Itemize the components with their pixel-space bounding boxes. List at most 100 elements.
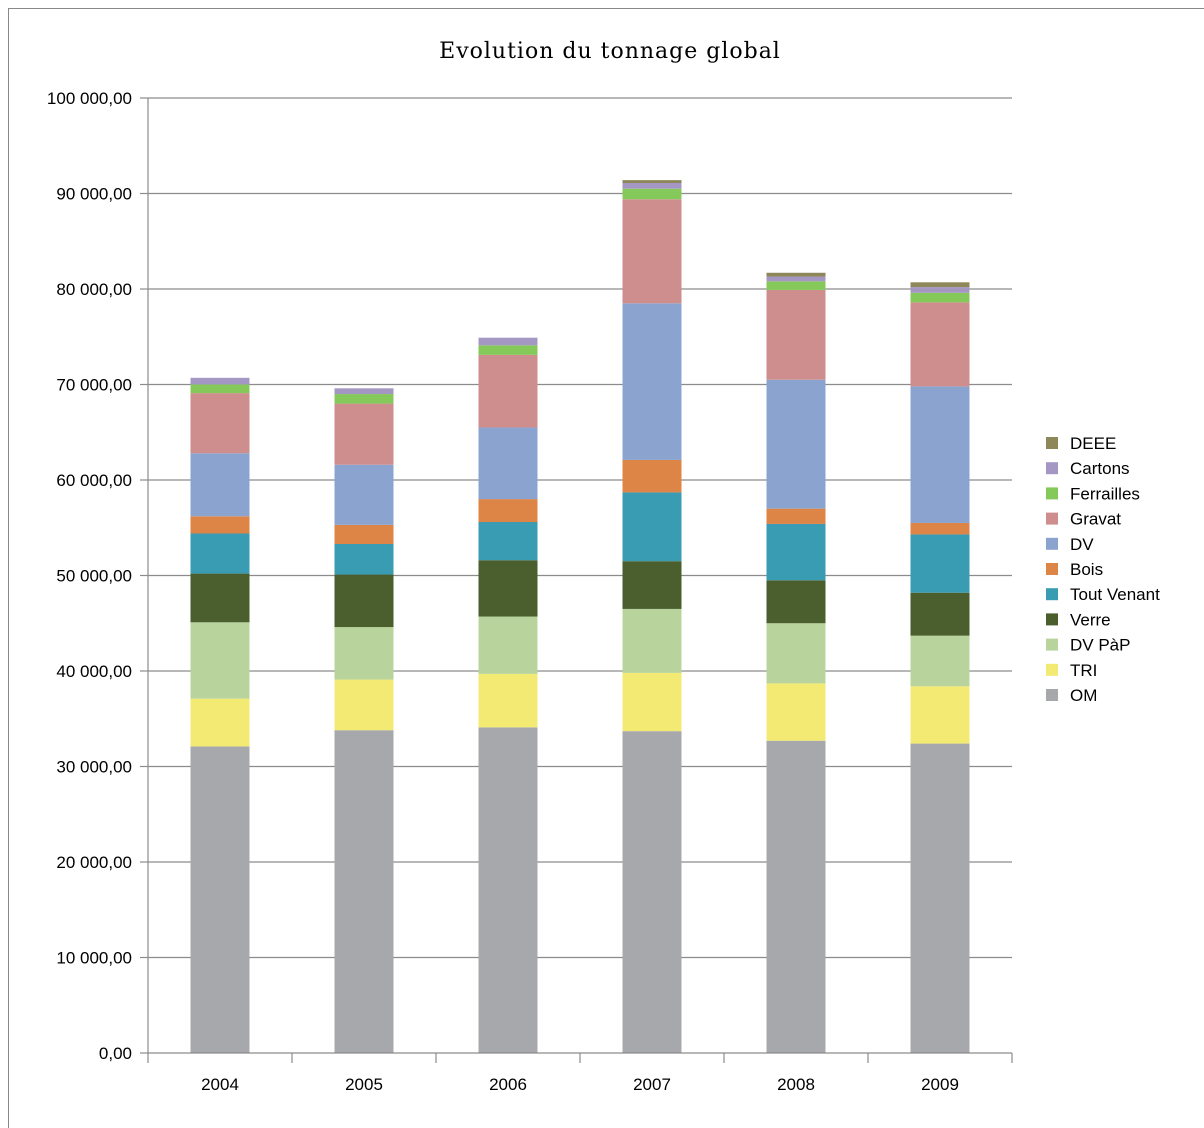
y-tick-label: 30 000,00 — [56, 758, 132, 777]
bar-segment — [910, 522, 970, 535]
bar-segment — [334, 464, 394, 525]
bar-segment — [766, 508, 826, 524]
bar-segment — [766, 580, 826, 624]
legend-label: OM — [1070, 686, 1097, 705]
y-axis-tick-labels: 0,00 10 000,00 20 000,00 30 000,00 40 000,00… — [47, 89, 148, 1063]
bar-segment — [190, 384, 250, 394]
legend-swatch — [1046, 588, 1058, 601]
bar-segment — [190, 746, 250, 1053]
y-tick-label: 0,00 — [99, 1044, 132, 1063]
bar-segment — [190, 573, 250, 623]
bar-segment — [910, 386, 970, 523]
x-tick-label: 2006 — [489, 1075, 527, 1094]
legend-label: Cartons — [1070, 459, 1130, 478]
bar-segment — [622, 459, 682, 493]
bar-segment — [910, 743, 970, 1053]
chart-title: Evolution du tonnage global — [439, 39, 781, 64]
bar-segment — [766, 379, 826, 509]
bar-segment — [622, 561, 682, 609]
bar-segment — [334, 543, 394, 575]
y-tick-label: 60 000,00 — [56, 471, 132, 490]
x-tick-label: 2004 — [201, 1075, 239, 1094]
bar-segment — [766, 276, 826, 282]
legend-swatch — [1046, 613, 1058, 626]
bar-segment — [622, 180, 682, 183]
legend-swatch — [1046, 689, 1058, 701]
bar-segment — [478, 345, 538, 355]
x-tick-label: 2005 — [345, 1075, 383, 1094]
bar-segment — [478, 499, 538, 523]
bar-segment — [334, 627, 394, 680]
bar-segment — [478, 673, 538, 728]
bar-segment — [622, 199, 682, 304]
bar-segment — [622, 672, 682, 732]
bar-segment — [190, 453, 250, 517]
y-tick-label: 70 000,00 — [56, 376, 132, 395]
legend-swatch — [1046, 663, 1058, 676]
legend-label: Ferrailles — [1070, 484, 1140, 503]
y-tick-label: 40 000,00 — [56, 662, 132, 681]
bar-segment — [478, 727, 538, 1053]
x-tick-label: 2009 — [921, 1075, 959, 1094]
bar-segment — [478, 616, 538, 674]
legend-label: TRI — [1070, 661, 1097, 680]
bar-segment — [478, 337, 538, 346]
bar-segment — [910, 302, 970, 387]
bar-segment — [190, 377, 250, 385]
bar-segment — [190, 533, 250, 574]
chart-frame — [8, 8, 1204, 1128]
bar-segment — [910, 592, 970, 636]
legend-swatch — [1046, 487, 1058, 500]
bar-segment — [910, 635, 970, 687]
bar-segment — [766, 523, 826, 581]
legend-swatch — [1046, 537, 1058, 550]
bar-segment — [622, 303, 682, 460]
bars — [190, 180, 970, 1053]
bar-segment — [334, 403, 394, 465]
bar-segment — [478, 522, 538, 561]
legend-label: Bois — [1070, 560, 1103, 579]
legend-label: Tout Venant — [1070, 585, 1160, 604]
bar-segment — [334, 679, 394, 731]
y-tick-label: 50 000,00 — [56, 567, 132, 586]
bar-segment — [766, 272, 826, 277]
y-tick-label: 20 000,00 — [56, 853, 132, 872]
legend: DEEE Cartons Ferrailles Gravat DV Bois Tout Ve… — [1046, 434, 1160, 705]
bar-segment — [334, 730, 394, 1053]
legend-label: Verre — [1070, 610, 1111, 629]
bar-segment — [190, 516, 250, 534]
bar-segment — [478, 354, 538, 428]
bar-segment — [622, 182, 682, 189]
bar-segment — [622, 731, 682, 1053]
y-tick-label: 10 000,00 — [56, 949, 132, 968]
y-tick-label: 100 000,00 — [47, 89, 132, 108]
legend-swatch — [1046, 563, 1058, 575]
bar-segment — [478, 427, 538, 500]
legend-swatch — [1046, 462, 1058, 475]
y-tick-label: 90 000,00 — [56, 185, 132, 204]
legend-label: DV PàP — [1070, 636, 1130, 655]
legend-label: DEEE — [1070, 434, 1116, 453]
x-tick-label: 2008 — [777, 1075, 815, 1094]
legend-label: Gravat — [1070, 510, 1121, 529]
bar-segment — [190, 698, 250, 747]
legend-swatch — [1046, 638, 1058, 651]
bar-segment — [334, 574, 394, 628]
legend-label: DV — [1070, 535, 1094, 554]
bar-segment — [766, 740, 826, 1053]
bar-segment — [478, 560, 538, 617]
bar-segment — [622, 188, 682, 200]
bar-segment — [910, 287, 970, 293]
y-tick-label: 80 000,00 — [56, 280, 132, 299]
bar-segment — [910, 292, 970, 303]
bar-segment — [910, 282, 970, 288]
bar-segment — [622, 492, 682, 562]
legend-swatch — [1046, 512, 1058, 525]
bar-segment — [766, 683, 826, 741]
bar-segment — [334, 388, 394, 395]
legend-swatch — [1046, 437, 1058, 449]
bar-segment — [334, 524, 394, 544]
x-tick-label: 2007 — [633, 1075, 671, 1094]
x-axis-tick-labels: 2004 2005 2006 2007 2008 2009 — [147, 1053, 1013, 1094]
